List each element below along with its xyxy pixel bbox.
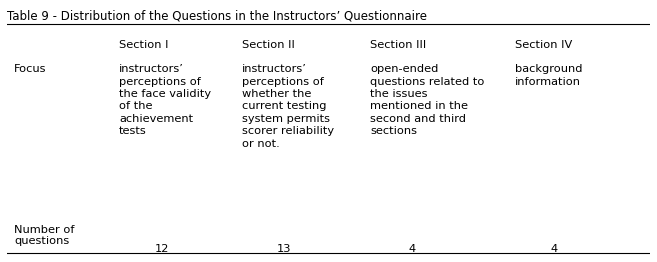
Text: Focus: Focus	[14, 64, 47, 74]
Text: open-ended
questions related to
the issues
mentioned in the
second and third
sec: open-ended questions related to the issu…	[371, 64, 485, 136]
Text: instructors’
perceptions of
the face validity
of the
achievement
tests: instructors’ perceptions of the face val…	[119, 64, 212, 136]
Text: Table 9 - Distribution of the Questions in the Instructors’ Questionnaire: Table 9 - Distribution of the Questions …	[7, 9, 426, 22]
Text: 12: 12	[154, 244, 169, 254]
Text: 13: 13	[277, 244, 292, 254]
Text: 4: 4	[551, 244, 558, 254]
Text: Section III: Section III	[371, 40, 426, 50]
Text: instructors’
perceptions of
whether the
current testing
system permits
scorer re: instructors’ perceptions of whether the …	[242, 64, 334, 149]
Text: Section IV: Section IV	[515, 40, 572, 50]
Text: 4: 4	[409, 244, 416, 254]
Text: Number of
questions: Number of questions	[14, 225, 75, 246]
Text: Section II: Section II	[242, 40, 294, 50]
Text: background
information: background information	[515, 64, 583, 87]
Text: Section I: Section I	[119, 40, 169, 50]
